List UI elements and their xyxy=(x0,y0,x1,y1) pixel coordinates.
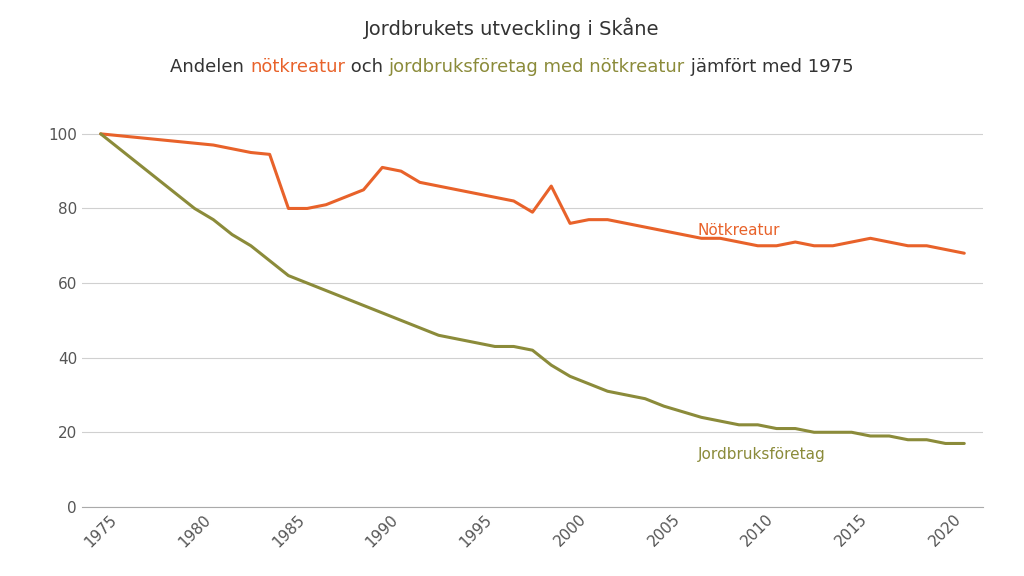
Text: och: och xyxy=(345,58,389,75)
Text: nötkreatur: nötkreatur xyxy=(250,58,345,75)
Text: Jordbruksföretag: Jordbruksföretag xyxy=(697,447,825,462)
Text: Andelen: Andelen xyxy=(170,58,250,75)
Text: Nötkreatur: Nötkreatur xyxy=(697,223,780,238)
Text: jämfört med 1975: jämfört med 1975 xyxy=(685,58,854,75)
Text: jordbruksföretag med nötkreatur: jordbruksföretag med nötkreatur xyxy=(389,58,685,75)
Text: Jordbrukets utveckling i Skåne: Jordbrukets utveckling i Skåne xyxy=(365,17,659,39)
